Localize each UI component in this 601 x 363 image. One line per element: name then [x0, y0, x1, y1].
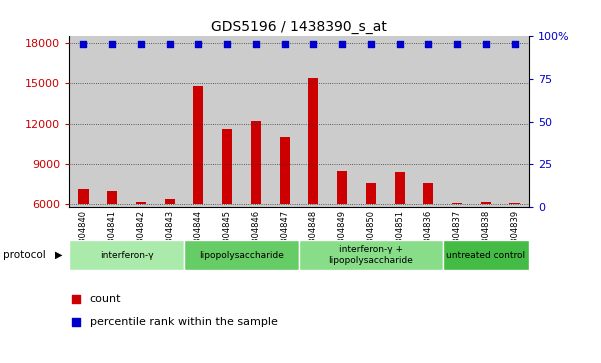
Point — [395, 41, 404, 47]
Bar — [270, 36, 299, 207]
Point — [424, 41, 433, 47]
Bar — [69, 36, 98, 207]
Point — [251, 41, 261, 47]
Point — [337, 41, 347, 47]
Bar — [452, 203, 462, 204]
Bar — [500, 36, 529, 207]
Bar — [299, 240, 443, 270]
Bar — [184, 240, 299, 270]
Bar — [194, 86, 204, 204]
Bar — [443, 240, 529, 270]
Bar — [337, 171, 347, 204]
Text: untreated control: untreated control — [446, 250, 525, 260]
Point — [510, 41, 519, 47]
Bar — [443, 36, 471, 207]
Bar — [98, 36, 127, 207]
Point — [308, 41, 318, 47]
Bar — [69, 240, 184, 270]
Bar — [385, 36, 414, 207]
Bar — [127, 36, 155, 207]
Point — [357, 200, 367, 206]
Text: ▶: ▶ — [55, 250, 63, 260]
Bar — [328, 36, 356, 207]
Bar — [79, 189, 88, 204]
Bar — [165, 199, 175, 204]
Bar — [184, 36, 213, 207]
Point — [136, 41, 146, 47]
Point — [79, 41, 88, 47]
Title: GDS5196 / 1438390_s_at: GDS5196 / 1438390_s_at — [211, 20, 387, 34]
Bar — [299, 36, 328, 207]
Bar — [423, 183, 433, 204]
Bar — [481, 202, 491, 204]
Text: percentile rank within the sample: percentile rank within the sample — [90, 317, 278, 327]
Point — [222, 41, 232, 47]
Bar — [366, 183, 376, 204]
Bar — [471, 36, 500, 207]
Point — [165, 41, 174, 47]
Text: count: count — [90, 294, 121, 303]
Bar — [213, 36, 242, 207]
Point — [108, 41, 117, 47]
Bar — [356, 36, 385, 207]
Bar — [242, 36, 270, 207]
Bar — [308, 78, 319, 204]
Bar — [394, 172, 404, 204]
Text: interferon-γ: interferon-γ — [100, 250, 153, 260]
Bar — [279, 137, 290, 204]
Point — [452, 41, 462, 47]
Bar — [510, 203, 519, 204]
Point — [366, 41, 376, 47]
Text: interferon-γ +
lipopolysaccharide: interferon-γ + lipopolysaccharide — [328, 245, 413, 265]
Text: protocol: protocol — [3, 250, 46, 260]
Text: lipopolysaccharide: lipopolysaccharide — [199, 250, 284, 260]
Bar — [414, 36, 443, 207]
Bar — [251, 121, 261, 204]
Bar — [136, 201, 146, 204]
Bar — [107, 191, 117, 204]
Point — [280, 41, 290, 47]
Point — [194, 41, 203, 47]
Bar — [155, 36, 184, 207]
Point — [481, 41, 490, 47]
Bar — [222, 129, 232, 204]
